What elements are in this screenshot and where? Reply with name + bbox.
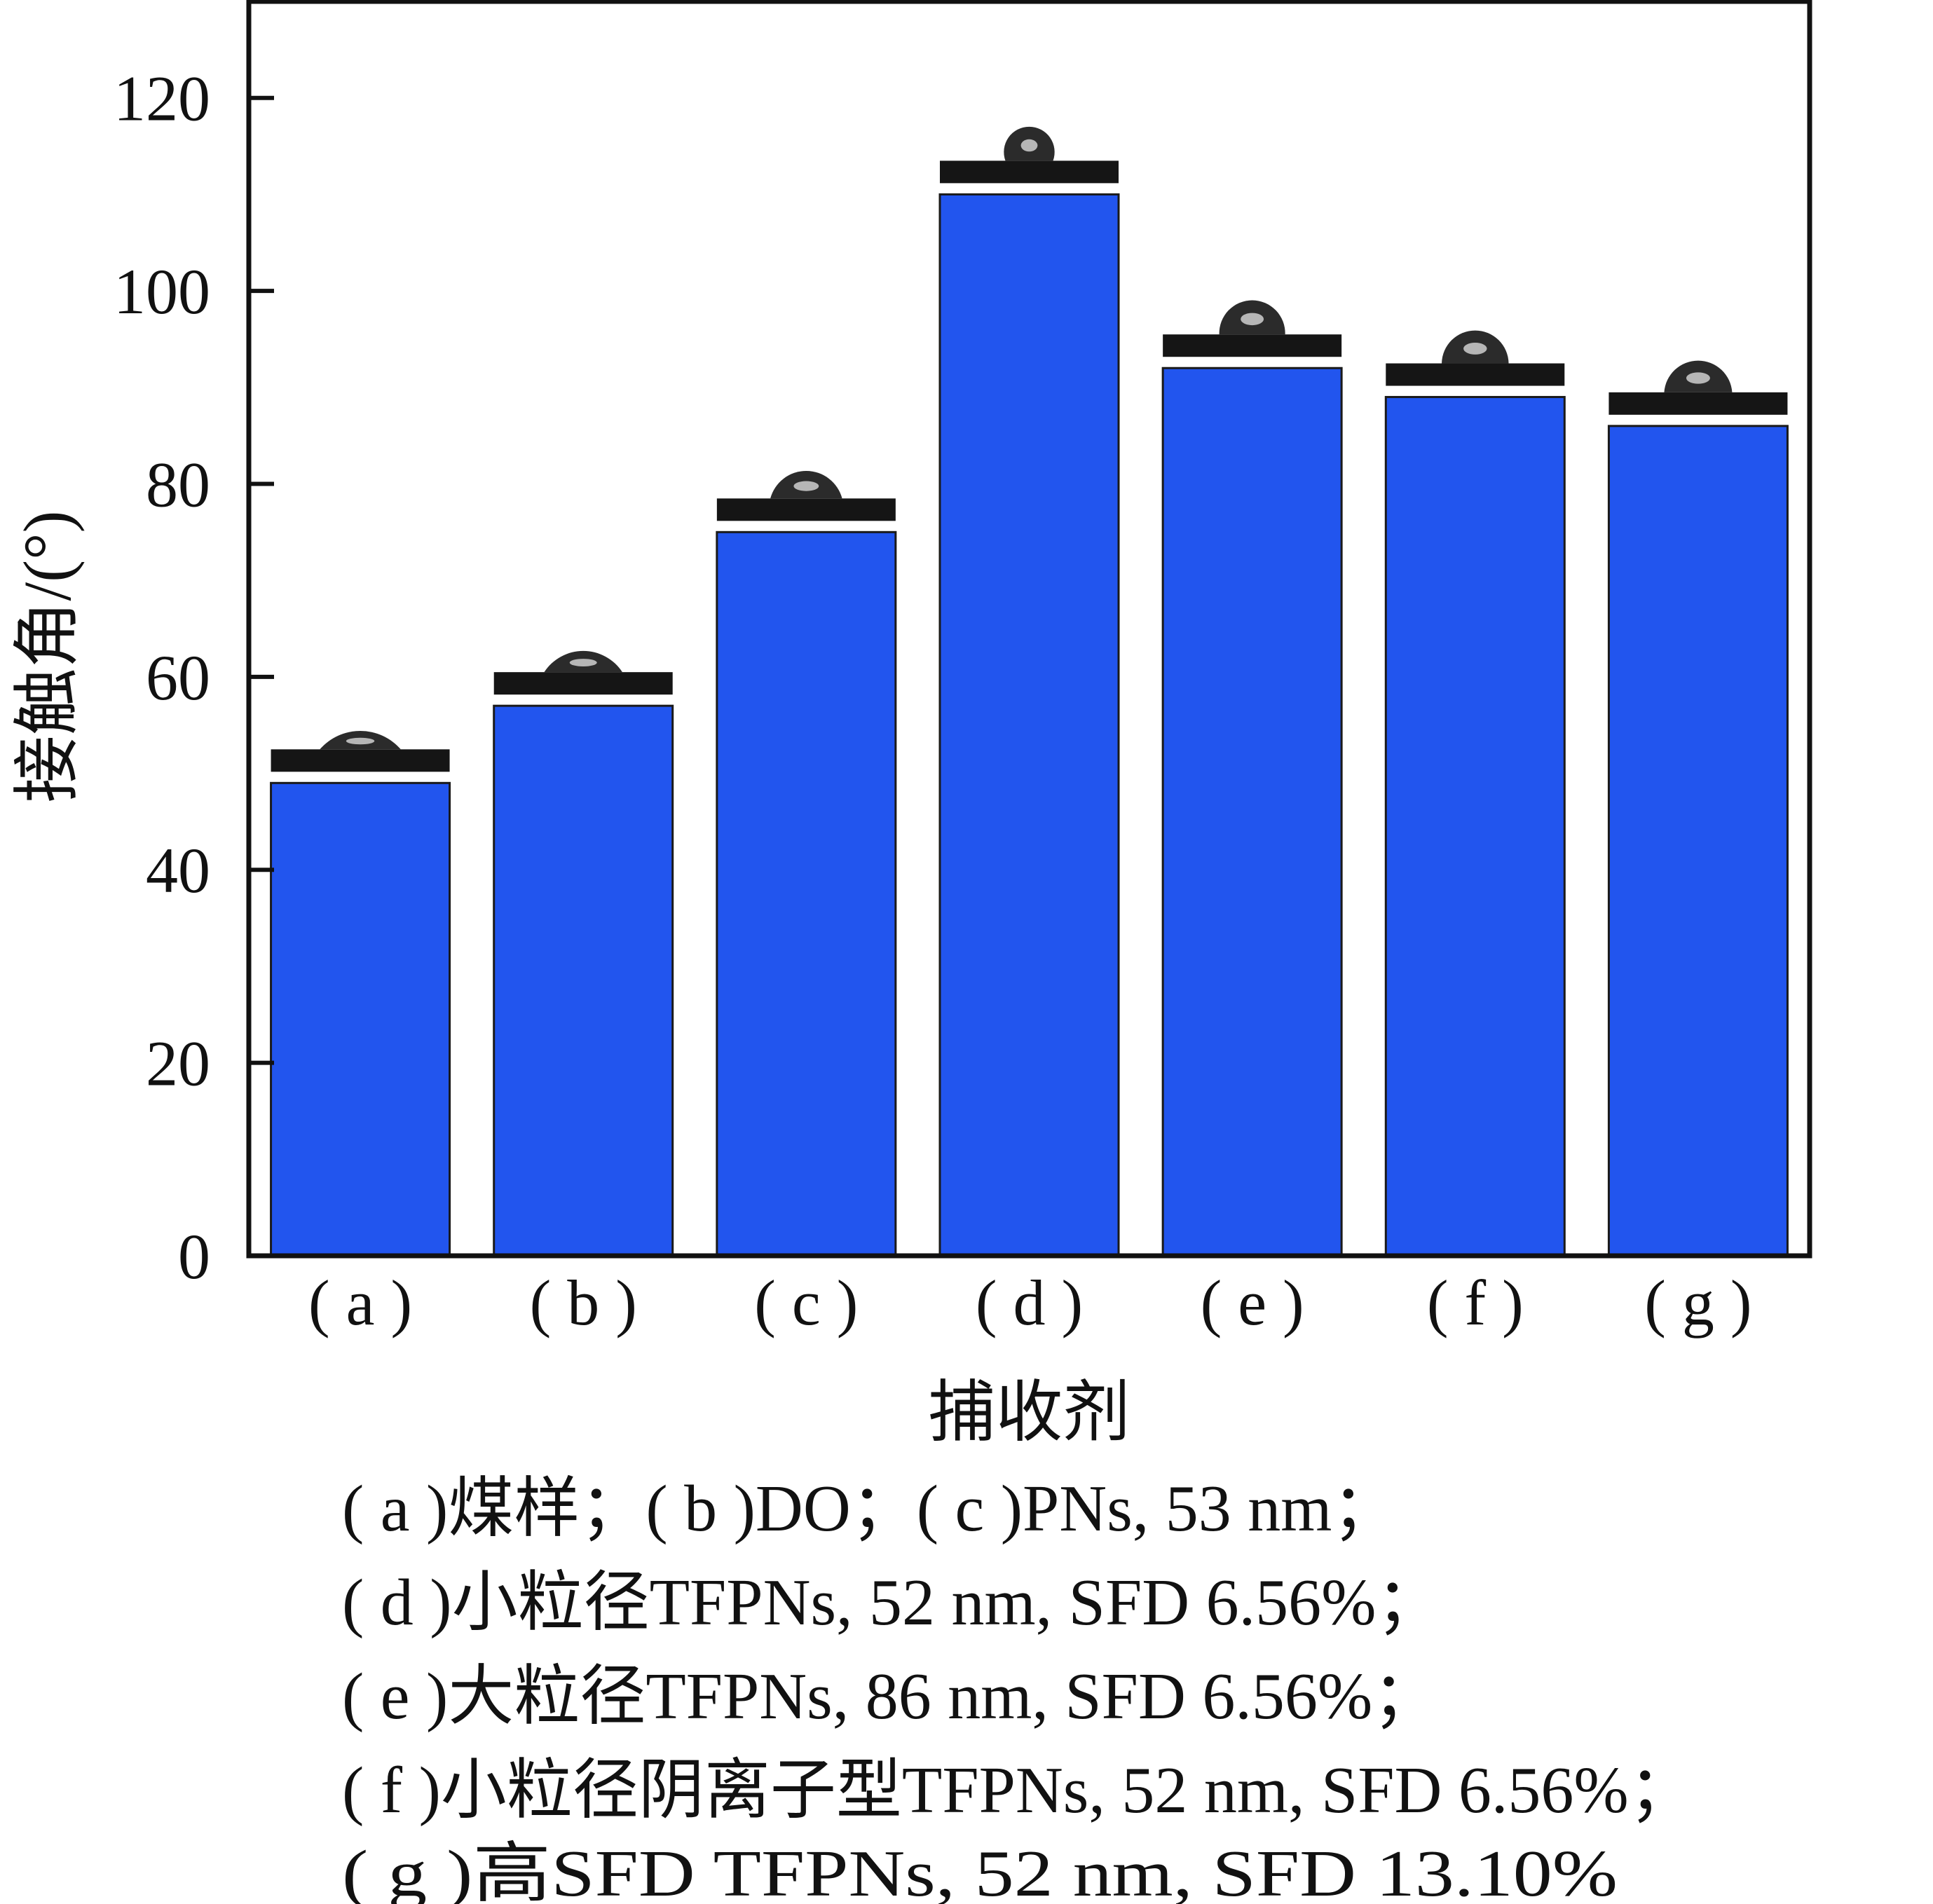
x-tick-label-f: ( f ) — [1427, 1267, 1524, 1338]
y-tick-label-40: 40 — [146, 835, 210, 906]
droplet-images-layer — [271, 126, 1788, 772]
bar-a — [270, 781, 451, 1257]
caption-line-3: ( e )大粒径TFPNs, 86 nm, SFD 6.56%； — [342, 1660, 1438, 1733]
x-tick-label-c: ( c ) — [754, 1267, 858, 1338]
droplet-image-d — [940, 126, 1119, 184]
droplet-substrate — [716, 498, 896, 521]
x-tick-label-a: ( a ) — [308, 1267, 412, 1338]
droplet-image-b — [493, 650, 673, 695]
y-tick-label-0: 0 — [178, 1221, 210, 1292]
caption-line-4: ( f )小粒径阴离子型TFPNs, 52 nm, SFD 6.56%； — [342, 1754, 1695, 1827]
caption-line-2: ( d )小粒径TFPNs, 52 nm, SFD 6.56%； — [342, 1566, 1442, 1639]
bar-g — [1607, 425, 1789, 1257]
x-tick-label-d: ( d ) — [976, 1267, 1083, 1338]
bar-c — [716, 530, 897, 1257]
droplet-highlight — [1241, 313, 1264, 326]
droplet-highlight — [346, 737, 375, 745]
caption-line-1: ( a )煤样；( b )DO；( c )PNs, 53 nm； — [342, 1472, 1398, 1545]
y-tick-label-60: 60 — [146, 642, 210, 713]
x-tick-label-e: ( e ) — [1201, 1267, 1304, 1338]
bars-layer — [270, 193, 1789, 1257]
x-tick-label-b: ( b ) — [530, 1267, 637, 1338]
bar-f — [1384, 396, 1566, 1257]
droplet-highlight — [1463, 342, 1487, 355]
caption-legend: ( a )煤样；( b )DO；( c )PNs, 53 nm； ( d )小粒… — [342, 1472, 1695, 1904]
droplet-substrate — [271, 749, 450, 772]
droplet-image-g — [1608, 360, 1788, 415]
x-axis-category-labels: ( a ) ( b ) ( c ) ( d ) ( e ) ( f ) ( g ) — [308, 1267, 1752, 1338]
droplet-highlight — [1686, 372, 1710, 384]
droplet-image-e — [1163, 300, 1342, 357]
droplet-substrate — [1386, 363, 1565, 386]
x-axis-title: 捕收剂 — [929, 1375, 1131, 1450]
bar-d — [938, 193, 1120, 1257]
y-axis-title: 接触角/(°) — [10, 511, 85, 803]
y-tick-label-20: 20 — [146, 1028, 210, 1100]
droplet-substrate — [1163, 334, 1342, 357]
droplet-image-c — [716, 470, 896, 521]
x-tick-label-g: ( g ) — [1644, 1267, 1751, 1338]
bar-b — [493, 704, 674, 1257]
droplet-substrate — [1608, 392, 1788, 415]
y-tick-label-100: 100 — [114, 256, 210, 327]
caption-line-5: ( g )高SFD TFPNs, 52 nm, SFD 13.10% — [342, 1837, 1618, 1904]
y-tick-label-120: 120 — [114, 63, 210, 135]
y-tick-label-80: 80 — [146, 448, 210, 520]
droplet-substrate — [940, 160, 1119, 184]
droplet-highlight — [793, 481, 819, 491]
droplet-image-a — [271, 730, 450, 772]
bar-e — [1161, 367, 1343, 1257]
droplet-highlight — [1020, 139, 1038, 152]
y-axis-ticks: 0 20 40 60 80 100 120 — [114, 63, 274, 1292]
droplet-substrate — [493, 672, 673, 695]
plot-frame — [246, 0, 1812, 1259]
droplet-highlight — [569, 659, 597, 666]
droplet-image-f — [1386, 330, 1565, 386]
